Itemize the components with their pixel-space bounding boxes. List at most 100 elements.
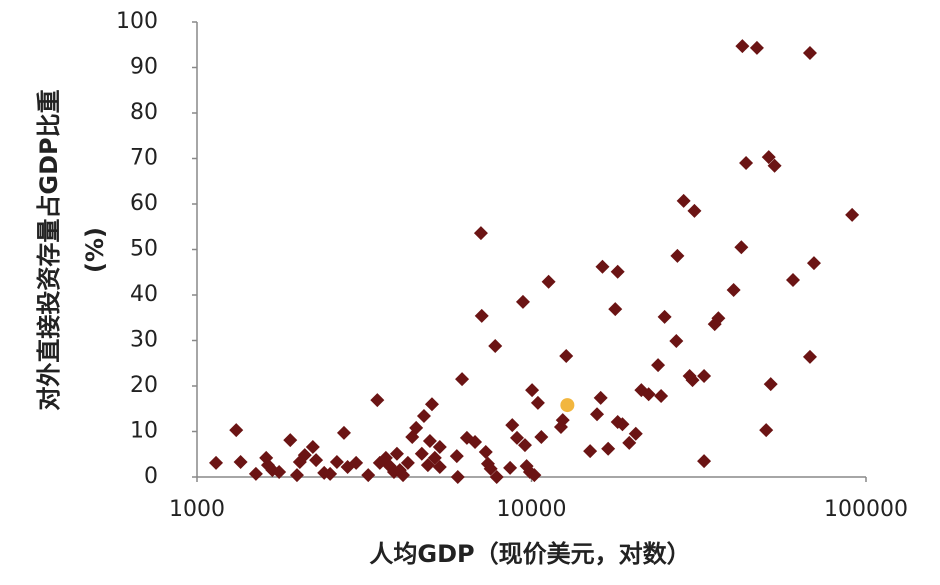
point [641,387,656,402]
point [409,420,424,435]
point [628,426,643,441]
point [503,460,518,475]
point [427,450,442,465]
y-tick-label: 0 [144,464,158,489]
point [806,256,821,271]
y-tick-label: 10 [130,419,158,444]
point [670,248,685,263]
point [735,39,750,54]
y-tick-label: 90 [130,55,158,80]
point [610,264,625,279]
point [734,240,749,255]
point [654,389,669,404]
point [509,430,524,445]
point [669,333,684,348]
y-tick-label: 70 [130,146,158,171]
point [622,435,637,450]
point [349,455,364,470]
x-tick-label: 1000 [169,497,225,522]
point [697,454,712,469]
point [478,444,493,459]
point [422,434,437,449]
point [608,302,623,317]
point [297,448,312,463]
point [233,454,248,469]
y-axis-label: (%) [81,227,109,273]
point [370,393,385,408]
point [615,417,630,432]
y-tick-label: 80 [130,100,158,125]
point [541,274,556,289]
point [657,309,672,324]
point [420,458,435,473]
point [739,156,754,171]
point [361,468,376,483]
point [209,455,224,470]
y-tick-label: 40 [130,282,158,307]
point [785,272,800,287]
point [590,407,605,422]
point [711,311,726,326]
point [305,439,320,454]
point [530,395,545,410]
y-tick-label: 50 [130,237,158,262]
point [559,348,574,363]
point [432,439,447,454]
point [449,449,464,464]
point [515,294,530,309]
point [272,464,287,479]
point [389,446,404,461]
y-tick-label: 30 [130,328,158,353]
point [651,358,666,373]
point [525,383,540,398]
point [726,282,741,297]
point [802,45,817,60]
point [749,40,764,55]
point [309,453,324,468]
point [400,455,415,470]
point [432,459,447,474]
point [595,259,610,274]
point [414,446,429,461]
point [474,308,489,323]
point [761,150,776,165]
point [483,461,498,476]
x-tick-label: 100000 [824,497,908,522]
point [248,466,263,481]
point [560,398,575,413]
x-tick-label: 10000 [497,497,567,522]
point [450,470,465,484]
point [697,368,712,383]
point [323,466,338,481]
point [527,468,542,483]
point [505,418,520,433]
point [396,468,411,483]
point [289,468,304,483]
x-axis-label: 人均GDP（现价美元，对数） [369,540,690,568]
point [329,454,344,469]
point [759,423,774,438]
point [489,470,504,484]
point [763,377,778,392]
point [336,425,351,440]
point [802,349,817,364]
point [468,434,483,449]
y-tick-label: 60 [130,191,158,216]
point [424,397,439,412]
y-tick-label: 20 [130,373,158,398]
point [488,338,503,353]
point [534,429,549,444]
point [283,433,298,448]
point [676,193,691,208]
point [593,390,608,405]
point [583,444,598,459]
point [845,207,860,222]
point [473,226,488,241]
point [455,372,470,387]
point [416,409,431,424]
point [229,423,244,438]
y-tick-label: 100 [116,9,158,34]
point [687,203,702,218]
